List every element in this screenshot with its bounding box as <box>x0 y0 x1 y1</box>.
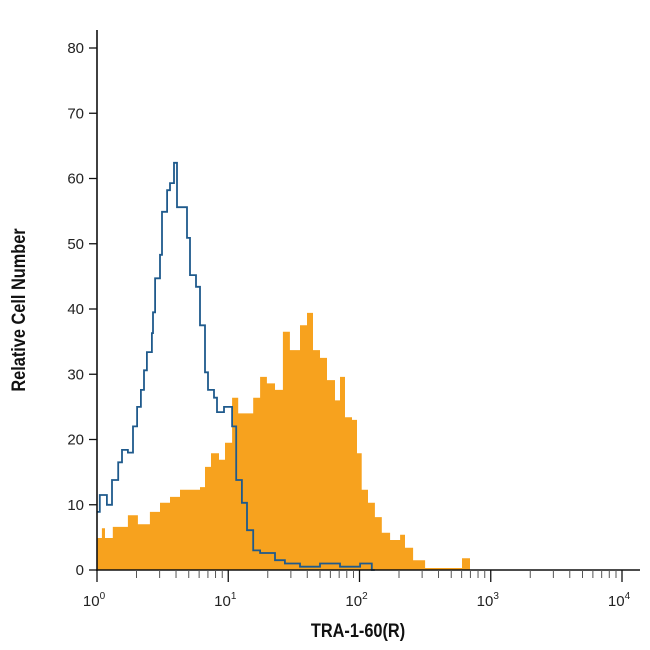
y-tick-label: 10 <box>67 497 84 514</box>
x-tick-label: 104 <box>608 591 631 610</box>
y-tick-label: 80 <box>67 40 84 57</box>
y-tick-label: 20 <box>67 432 84 449</box>
y-tick-label: 0 <box>76 562 84 579</box>
series-layer <box>97 161 474 571</box>
x-tick-label: 101 <box>214 591 237 610</box>
y-tick-label: 60 <box>67 171 84 188</box>
y-ticks: 0 10 20 30 40 50 60 70 80 <box>67 40 97 579</box>
x-tick-label: 100 <box>83 591 106 610</box>
axes-layer <box>96 30 640 571</box>
y-axis-title: Relative Cell Number <box>8 228 29 391</box>
x-tick-label: 103 <box>477 591 500 610</box>
x-tick-label: 102 <box>345 591 368 610</box>
histogram-outline-series-1 <box>97 161 375 571</box>
y-tick-label: 40 <box>67 301 84 318</box>
y-tick-label: 70 <box>67 105 84 122</box>
y-tick-label: 50 <box>67 236 84 253</box>
x-ticks: 100 101 102 103 104 <box>83 570 631 610</box>
histogram-filled-series-0 <box>97 312 474 570</box>
x-axis-title: TRA-1-60(R) <box>311 620 405 641</box>
y-tick-label: 30 <box>67 366 84 383</box>
